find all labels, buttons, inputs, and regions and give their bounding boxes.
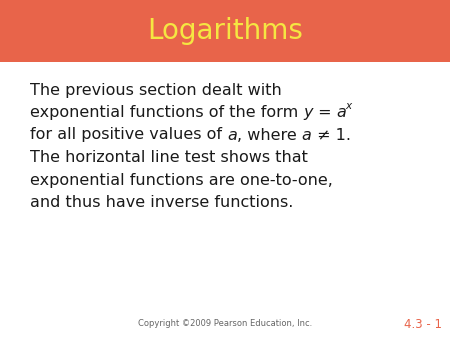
Text: The previous section dealt with: The previous section dealt with (30, 82, 282, 97)
Text: and thus have inverse functions.: and thus have inverse functions. (30, 195, 293, 210)
Text: Logarithms: Logarithms (147, 17, 303, 45)
Text: a: a (302, 127, 311, 143)
Text: exponential functions of the form: exponential functions of the form (30, 105, 303, 120)
Text: , where: , where (237, 127, 302, 143)
Text: 4.3 - 1: 4.3 - 1 (404, 317, 442, 331)
Text: exponential functions are one-to-one,: exponential functions are one-to-one, (30, 172, 333, 188)
Text: Copyright ©2009 Pearson Education, Inc.: Copyright ©2009 Pearson Education, Inc. (138, 319, 312, 329)
Text: ≠ 1.: ≠ 1. (311, 127, 351, 143)
Text: x: x (346, 101, 351, 111)
Text: =: = (313, 105, 337, 120)
Text: a: a (227, 127, 237, 143)
Text: The horizontal line test shows that: The horizontal line test shows that (30, 150, 308, 165)
Text: y: y (303, 105, 313, 120)
Text: a: a (337, 105, 347, 120)
Text: for all positive values of: for all positive values of (30, 127, 227, 143)
Bar (0, 0, 450, 62)
